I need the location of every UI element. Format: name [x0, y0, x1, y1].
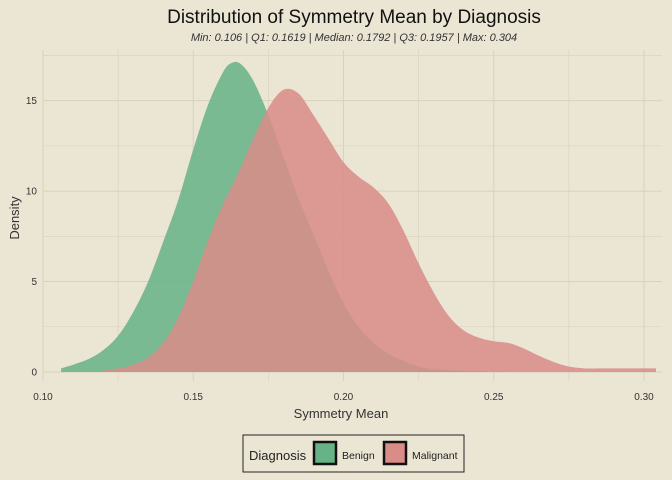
y-axis-label: Density — [7, 196, 22, 240]
y-axis-ticks: 0 5 10 15 — [26, 96, 38, 378]
chart-title: Distribution of Symmetry Mean by Diagnos… — [167, 7, 541, 28]
legend-label-benign: Benign — [342, 450, 375, 462]
x-axis-ticks: 0.10 0.15 0.20 0.25 0.30 — [33, 392, 654, 403]
density-area-malignant — [103, 88, 656, 372]
legend-swatch-benign — [312, 440, 338, 466]
legend: Diagnosis Benign Malignant — [242, 434, 465, 473]
x-tick-label: 0.10 — [33, 392, 53, 403]
legend-box — [242, 434, 465, 473]
y-tick-label: 5 — [31, 277, 37, 288]
x-tick-label: 0.20 — [334, 392, 354, 403]
density-areas — [61, 61, 656, 372]
chart-subtitle: Min: 0.106 | Q1: 0.1619 | Median: 0.1792… — [191, 32, 517, 44]
x-axis-label: Symmetry Mean — [294, 406, 389, 421]
x-tick-label: 0.15 — [184, 392, 204, 403]
legend-label-malignant: Malignant — [412, 450, 458, 462]
legend-title: Diagnosis — [249, 448, 307, 463]
y-tick-label: 15 — [26, 96, 38, 107]
y-tick-label: 0 — [31, 367, 37, 378]
y-tick-label: 10 — [26, 187, 38, 198]
x-tick-label: 0.25 — [484, 392, 504, 403]
legend-swatch-malignant — [382, 440, 408, 466]
density-area-benign — [61, 61, 554, 372]
x-tick-label: 0.30 — [634, 392, 654, 403]
